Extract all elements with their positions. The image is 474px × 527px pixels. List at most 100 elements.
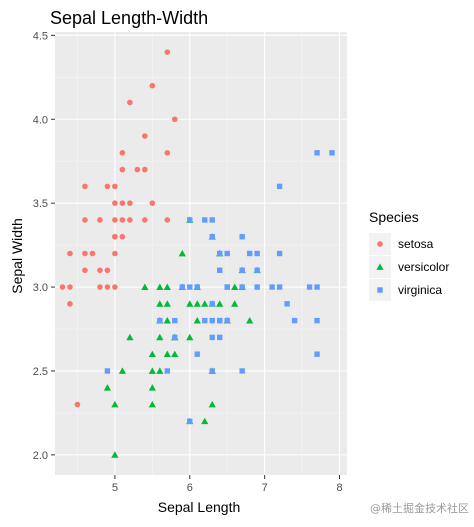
data-point-versicolor: [201, 417, 209, 425]
data-point-virginica: [239, 267, 245, 273]
data-point-virginica: [314, 150, 320, 156]
data-point-virginica: [239, 284, 245, 290]
data-point-setosa: [142, 217, 148, 223]
x-tick-label: 8: [336, 482, 342, 494]
x-tick-label: 7: [262, 482, 268, 494]
data-point-virginica: [202, 317, 208, 324]
data-point-versicolor: [163, 317, 171, 324]
data-point-virginica: [172, 334, 178, 341]
data-point-setosa: [112, 200, 118, 206]
data-point-setosa: [149, 200, 156, 206]
data-point-virginica: [209, 301, 215, 307]
data-point-virginica: [209, 317, 215, 324]
data-point-versicolor: [126, 333, 134, 341]
legend-label-setosa: setosa: [398, 237, 434, 251]
data-point-versicolor: [148, 384, 156, 391]
legend-marker-versicolor: [376, 263, 384, 270]
data-point-versicolor: [156, 333, 164, 341]
data-point-setosa: [119, 200, 126, 206]
legend-label-virginica: virginica: [398, 283, 442, 297]
data-point-versicolor: [171, 350, 179, 358]
data-point-virginica: [209, 217, 215, 223]
data-point-virginica: [164, 368, 171, 374]
x-tick-label: 6: [187, 482, 193, 494]
data-point-versicolor: [163, 350, 171, 358]
data-point-virginica: [194, 284, 200, 290]
data-point-virginica: [217, 334, 223, 341]
data-point-virginica: [202, 217, 208, 223]
data-point-setosa: [142, 166, 148, 173]
data-point-setosa: [67, 250, 73, 257]
y-axis-label: Sepal Width: [9, 218, 25, 293]
data-point-setosa: [119, 233, 126, 240]
x-tick-label: 5: [112, 482, 118, 494]
data-point-setosa: [149, 82, 156, 89]
data-point-setosa: [97, 284, 103, 290]
data-point-virginica: [224, 284, 230, 290]
data-point-versicolor: [111, 400, 119, 408]
data-point-virginica: [276, 183, 283, 190]
data-point-virginica: [276, 284, 283, 290]
data-point-setosa: [134, 166, 141, 173]
data-point-virginica: [209, 234, 215, 240]
chart-title: Sepal Length-Width: [50, 8, 208, 28]
data-point-virginica: [179, 284, 185, 290]
data-point-virginica: [239, 368, 245, 374]
legend-title: Species: [369, 209, 419, 225]
data-point-versicolor: [201, 300, 209, 307]
legend: Species setosa versicolor virginica: [369, 209, 449, 301]
data-point-setosa: [112, 183, 118, 190]
data-point-setosa: [142, 133, 148, 139]
data-point-setosa: [74, 401, 81, 408]
data-point-setosa: [127, 217, 133, 223]
legend-label-versicolor: versicolor: [398, 260, 449, 274]
data-point-setosa: [104, 267, 111, 274]
data-point-setosa: [104, 284, 111, 290]
data-point-virginica: [291, 317, 298, 324]
data-point-setosa: [112, 284, 118, 290]
data-point-versicolor: [156, 367, 164, 374]
data-point-setosa: [82, 183, 88, 190]
data-point-setosa: [89, 250, 96, 257]
data-point-setosa: [67, 284, 73, 290]
data-point-setosa: [119, 217, 126, 223]
data-point-virginica: [217, 267, 223, 273]
data-point-versicolor: [156, 300, 164, 307]
data-point-setosa: [82, 217, 88, 223]
y-tick-label: 4.5: [33, 30, 48, 42]
data-point-setosa: [112, 233, 118, 240]
data-point-virginica: [314, 351, 320, 357]
data-point-virginica: [314, 317, 320, 324]
plot-panel: [55, 32, 347, 475]
data-point-setosa: [59, 284, 66, 290]
data-point-versicolor: [118, 367, 126, 374]
y-tick-label: 2.0: [33, 450, 48, 462]
data-point-setosa: [67, 301, 73, 307]
data-point-setosa: [164, 150, 171, 156]
data-point-virginica: [217, 317, 223, 324]
data-point-virginica: [194, 351, 200, 357]
data-point-virginica: [276, 250, 283, 257]
data-point-virginica: [246, 250, 253, 257]
x-axis-ticks: 5 6 7 8: [112, 475, 343, 494]
legend-keys: setosa versicolor virginica: [369, 233, 449, 301]
y-tick-label: 3.5: [33, 198, 48, 210]
data-point-setosa: [164, 49, 171, 55]
data-point-versicolor: [163, 283, 171, 290]
data-point-versicolor: [208, 400, 216, 408]
data-point-versicolor: [111, 451, 119, 458]
data-point-virginica: [172, 317, 178, 324]
legend-marker-virginica: [377, 287, 383, 293]
y-tick-label: 4.0: [33, 114, 48, 126]
y-tick-label: 3.0: [33, 282, 48, 294]
data-point-setosa: [112, 217, 118, 223]
x-axis-label: Sepal Length: [158, 499, 241, 515]
y-tick-label: 2.5: [33, 366, 48, 378]
data-point-versicolor: [148, 350, 156, 358]
data-point-versicolor: [231, 283, 239, 290]
data-point-setosa: [97, 217, 103, 223]
data-point-setosa: [119, 150, 126, 156]
data-point-versicolor: [186, 300, 194, 307]
data-point-setosa: [82, 250, 88, 257]
data-point-setosa: [171, 116, 178, 123]
